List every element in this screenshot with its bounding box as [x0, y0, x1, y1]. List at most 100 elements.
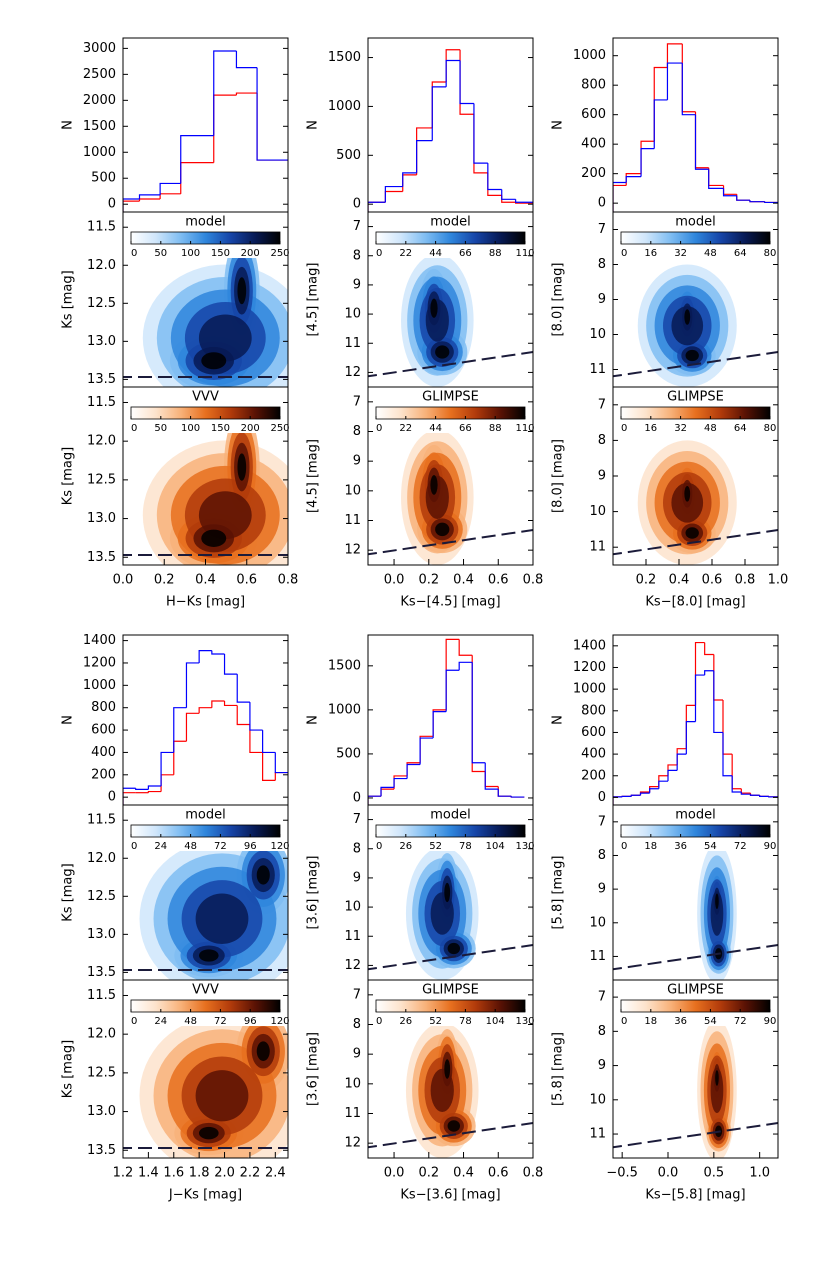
histogram-step	[497, 789, 512, 797]
colorbar-tick-label: 48	[704, 248, 717, 259]
panel-frame	[612, 979, 779, 1159]
y-tick-label: 400	[91, 745, 116, 760]
y-tick-label: 1500	[328, 658, 361, 673]
y-tick-label: 8	[598, 257, 606, 272]
panel	[123, 835, 288, 980]
y-axis-title: [5.8] [mag]	[551, 856, 566, 930]
colorbar-tick-label: 48	[704, 423, 717, 434]
y-tick-label: 3000	[83, 41, 116, 56]
y-tick-label: 10	[344, 483, 361, 498]
histogram-step	[694, 674, 705, 722]
histogram-step	[740, 792, 751, 795]
y-tick-label: 7	[353, 394, 361, 409]
colorbar	[375, 999, 526, 1013]
y-tick-label: 8	[598, 848, 606, 863]
histogram-step	[708, 167, 724, 187]
colorbar-tick-label: 0	[131, 1016, 137, 1027]
histogram-step	[368, 201, 386, 212]
y-axis-title: [3.6] [mag]	[306, 1032, 321, 1106]
x-tick-label: 0.8	[523, 573, 544, 588]
histogram-step	[704, 642, 714, 656]
histogram-step	[380, 788, 395, 797]
y-tick-label: 10	[344, 900, 361, 915]
histogram-step	[402, 172, 417, 187]
y-tick-label: 1000	[328, 702, 361, 717]
colorbar-label: model	[675, 808, 715, 823]
panel	[368, 429, 533, 565]
y-tick-label: 13.5	[87, 372, 116, 387]
y-tick-label: 12.0	[87, 1027, 116, 1042]
y-tick-label: 2500	[83, 67, 116, 82]
panel	[613, 440, 778, 565]
histogram-step	[445, 49, 461, 82]
histogram-step	[676, 753, 687, 771]
y-tick-label: 9	[598, 1058, 606, 1073]
y-tick-label: 12	[344, 543, 361, 558]
panel	[123, 1011, 288, 1158]
panel	[368, 847, 533, 980]
y-tick-label: 12.0	[87, 851, 116, 866]
histogram-step	[432, 709, 447, 737]
y-tick-label: 12.0	[87, 434, 116, 449]
y-tick-label: 13.0	[87, 511, 116, 526]
colorbar-tick-label: 88	[489, 423, 502, 434]
histogram-step	[123, 200, 140, 212]
histogram-step	[235, 92, 258, 96]
colorbar-tick-label: 96	[244, 841, 257, 852]
y-tick-label: 11	[344, 1106, 361, 1121]
x-tick-label: 0.0	[113, 573, 134, 588]
colorbar-tick-label: 32	[674, 423, 687, 434]
y-tick-label: 12.5	[87, 472, 116, 487]
colorbar-tick-label: 80	[764, 248, 777, 259]
y-tick-label: 1000	[83, 678, 116, 693]
x-tick-label: 0.0	[384, 1166, 405, 1181]
histogram-step	[487, 163, 502, 191]
histogram-step	[262, 752, 276, 781]
y-tick-label: 7	[353, 219, 361, 234]
colorbar-tick-label: 48	[184, 1016, 197, 1027]
histogram-step	[458, 639, 473, 656]
y-tick-label: 12.0	[87, 258, 116, 273]
limit-line	[368, 944, 533, 971]
density-contour	[710, 891, 724, 936]
panel	[123, 650, 288, 805]
y-tick-label: 7	[598, 222, 606, 237]
panel-frame	[367, 979, 534, 1159]
histogram-step	[722, 188, 737, 197]
histogram-step	[123, 198, 140, 212]
histogram-step	[432, 711, 447, 739]
panel-frame	[367, 37, 534, 213]
colorbar-label: model	[185, 215, 225, 230]
y-tick-label: 9	[353, 870, 361, 885]
histogram-step	[123, 792, 136, 805]
colorbar-tick-label: 72	[734, 1016, 747, 1027]
x-tick-label: 0.2	[636, 573, 657, 588]
panel	[613, 641, 778, 805]
panel	[368, 49, 533, 212]
histogram-step	[713, 654, 723, 701]
colorbar-tick-label: 250	[270, 248, 289, 259]
histogram-step	[640, 140, 655, 174]
colorbar-tick-label: 110	[515, 248, 534, 259]
colorbar-tick-label: 200	[241, 423, 260, 434]
colorbar-tick-label: 0	[376, 248, 382, 259]
y-tick-label: 10	[589, 327, 606, 342]
histogram-step	[740, 788, 751, 794]
panel	[613, 1019, 778, 1158]
x-axis-title: Ks−[3.6] [mag]	[400, 1188, 500, 1203]
colorbar	[130, 824, 281, 838]
histogram-step	[419, 735, 434, 763]
y-tick-label: 800	[91, 700, 116, 715]
histogram-step	[630, 794, 641, 797]
colorbar-label: model	[185, 808, 225, 823]
y-tick-label: 8	[353, 424, 361, 439]
y-tick-label: 9	[598, 882, 606, 897]
y-tick-label: 1400	[573, 638, 606, 653]
y-axis-title: Ks [mag]	[61, 447, 76, 505]
histogram-step	[147, 790, 162, 793]
density-contour	[195, 893, 249, 944]
colorbar-tick-label: 0	[376, 1016, 382, 1027]
histogram-step	[262, 730, 276, 754]
histogram-step	[694, 114, 709, 170]
y-tick-label: 11	[589, 1127, 606, 1142]
